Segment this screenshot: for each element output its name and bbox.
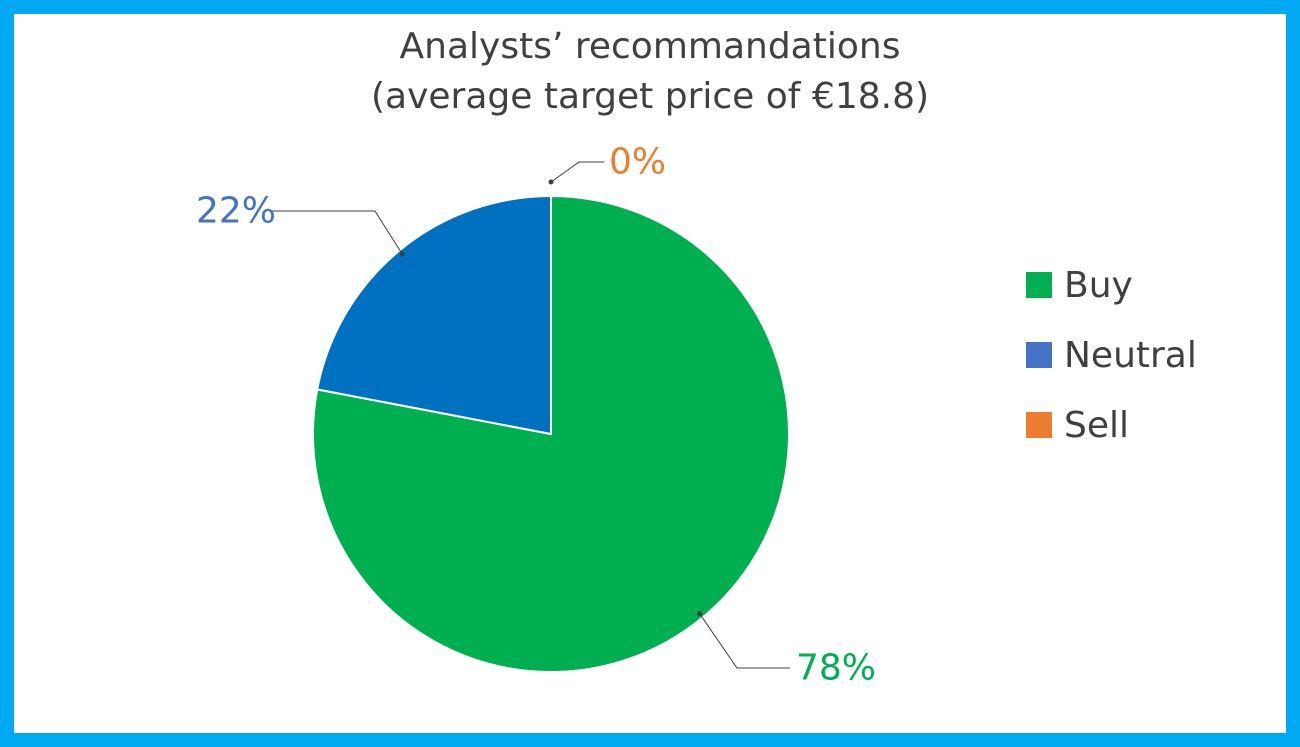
legend-label-sell: Sell (1064, 404, 1130, 446)
legend-item-buy: Buy (1026, 250, 1197, 320)
leader-dot-neutral (399, 251, 405, 257)
legend-swatch-buy (1026, 272, 1052, 298)
legend: Buy Neutral Sell (1026, 250, 1197, 460)
chart-title-line1: Analysts’ recommandations (399, 26, 901, 67)
data-label-sell: 0% (609, 142, 666, 183)
legend-swatch-sell (1026, 412, 1052, 438)
leader-dot-buy (697, 611, 703, 617)
leader-line-neutral (272, 210, 403, 255)
data-label-neutral: 22% (196, 191, 276, 232)
leader-line-sell (550, 161, 604, 183)
data-label-buy: 78% (796, 648, 876, 689)
chart-title: Analysts’ recommandations (average targe… (0, 22, 1300, 122)
legend-item-neutral: Neutral (1026, 320, 1197, 390)
legend-item-sell: Sell (1026, 390, 1197, 460)
pie-slice-neutral (316, 194, 552, 436)
leader-dot-sell (548, 179, 554, 185)
legend-label-buy: Buy (1064, 264, 1133, 306)
legend-swatch-neutral (1026, 342, 1052, 368)
legend-label-neutral: Neutral (1064, 334, 1197, 376)
chart-subtitle: (average target price of €18.8) (370, 76, 930, 117)
leader-line-buy (699, 613, 790, 669)
